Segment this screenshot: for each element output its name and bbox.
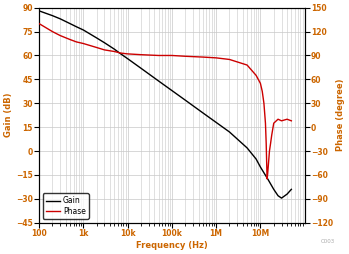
Phase	[228, 58, 232, 61]
Phase	[285, 118, 289, 121]
Phase	[112, 50, 116, 53]
Phase	[254, 74, 258, 77]
X-axis label: Frequency (Hz): Frequency (Hz)	[136, 241, 208, 250]
Gain	[74, 25, 79, 28]
Gain	[112, 47, 116, 51]
Phase	[266, 166, 270, 169]
Phase	[265, 178, 269, 181]
Phase	[58, 34, 62, 37]
Gain	[228, 131, 232, 134]
Y-axis label: Phase (degree): Phase (degree)	[336, 79, 345, 151]
Phase	[126, 52, 130, 55]
Gain	[183, 99, 187, 102]
Gain	[276, 194, 280, 197]
Gain	[258, 166, 262, 169]
Phase	[74, 40, 79, 43]
Gain	[170, 89, 174, 92]
Gain	[289, 188, 294, 191]
Phase	[276, 118, 280, 121]
Gain	[245, 146, 249, 149]
Phase	[81, 42, 86, 45]
Phase	[214, 56, 218, 59]
Phase	[280, 119, 284, 122]
Gain	[102, 41, 106, 44]
Phase	[119, 52, 123, 55]
Gain	[37, 9, 41, 12]
Gain	[58, 17, 62, 20]
Gain	[285, 193, 289, 196]
Legend: Gain, Phase: Gain, Phase	[43, 193, 89, 219]
Line: Phase: Phase	[39, 24, 291, 179]
Phase	[156, 54, 161, 57]
Phase	[170, 54, 174, 57]
Gain	[156, 80, 161, 83]
Gain	[280, 197, 284, 200]
Phase	[260, 90, 264, 93]
Phase	[289, 119, 294, 122]
Phase	[37, 22, 41, 25]
Gain	[95, 36, 99, 39]
Phase	[183, 55, 187, 58]
Phase	[95, 46, 99, 49]
Phase	[266, 173, 270, 177]
Phase	[68, 38, 72, 41]
Gain	[126, 57, 130, 60]
Phase	[258, 82, 262, 85]
Phase	[272, 122, 276, 125]
Gain	[119, 52, 123, 55]
Gain	[139, 67, 143, 70]
Phase	[268, 141, 273, 145]
Gain	[266, 178, 270, 181]
Gain	[50, 14, 54, 17]
Gain	[201, 111, 205, 114]
Phase	[270, 134, 274, 137]
Phase	[267, 150, 272, 153]
Phase	[265, 169, 269, 172]
Phase	[262, 102, 266, 105]
Phase	[201, 56, 205, 59]
Line: Gain: Gain	[39, 11, 291, 198]
Gain	[81, 28, 86, 31]
Phase	[102, 48, 106, 51]
Phase	[139, 53, 143, 56]
Phase	[267, 157, 271, 161]
Phase	[264, 141, 268, 145]
Phase	[50, 30, 54, 33]
Gain	[272, 188, 276, 191]
Gain	[214, 121, 218, 124]
Gain	[254, 157, 258, 161]
Text: C003: C003	[321, 239, 335, 244]
Phase	[263, 122, 268, 125]
Gain	[68, 22, 72, 25]
Y-axis label: Gain (dB): Gain (dB)	[4, 93, 13, 137]
Phase	[245, 64, 249, 67]
